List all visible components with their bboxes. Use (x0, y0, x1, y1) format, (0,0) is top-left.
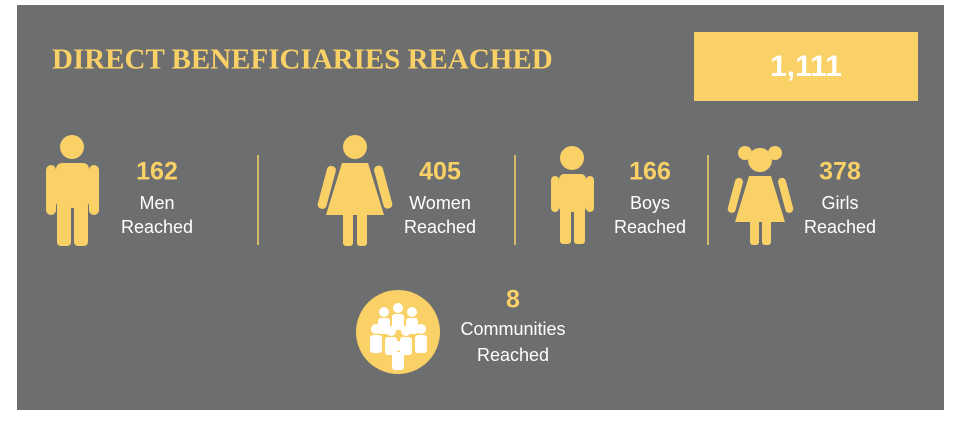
woman-icon (317, 135, 393, 246)
community-icon (356, 290, 440, 374)
girl-icon (727, 146, 794, 245)
stats: 162 Men Reached 405 Women Reached 166 Bo… (121, 158, 876, 365)
dividers (257, 155, 709, 245)
stat-label: Communities (460, 319, 565, 339)
stat-label: Reached (614, 217, 686, 237)
stat-label: Reached (121, 217, 193, 237)
man-icon (46, 135, 99, 246)
stat-value: 162 (136, 158, 178, 186)
total: 1,111 (770, 50, 842, 83)
total-box (694, 32, 918, 101)
stat-label: Reached (477, 345, 549, 365)
title: DIRECT BENEFICIARIES REACHED (52, 44, 553, 76)
stat-value: 8 (506, 286, 520, 314)
stat-label: Reached (404, 217, 476, 237)
stat-label: Girls (822, 193, 859, 213)
boy-icon (551, 146, 594, 244)
stat-label: Boys (630, 193, 670, 213)
stat-value: 166 (629, 158, 671, 186)
stat-label: Women (409, 193, 471, 213)
stat-value: 378 (819, 158, 861, 186)
stat-label: Men (139, 193, 174, 213)
stat-value: 405 (419, 158, 461, 186)
stat-label: Reached (804, 217, 876, 237)
